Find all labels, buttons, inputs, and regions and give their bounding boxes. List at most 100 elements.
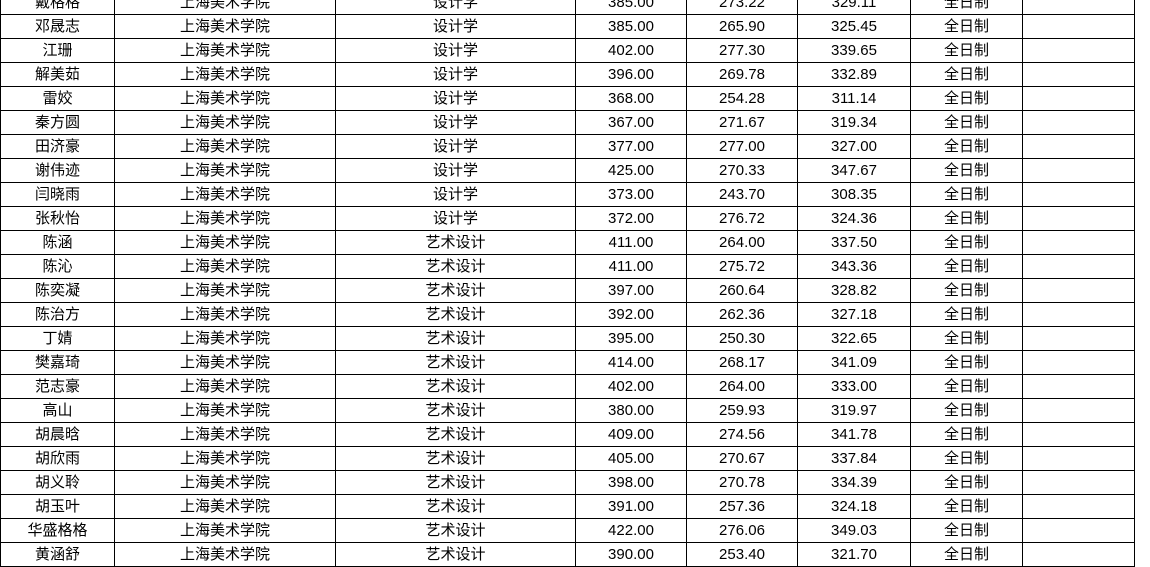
cell-score1[interactable]: 380.00	[575, 398, 687, 423]
cell-school[interactable]: 上海美术学院	[114, 494, 336, 519]
cell-major[interactable]: 艺术设计	[335, 230, 576, 255]
cell-score3[interactable]: 321.70	[797, 542, 911, 567]
cell-major[interactable]: 艺术设计	[335, 446, 576, 471]
cell-score2[interactable]: 254.28	[686, 86, 798, 111]
cell-school[interactable]: 上海美术学院	[114, 110, 336, 135]
cell-score3[interactable]: 308.35	[797, 182, 911, 207]
cell-score1[interactable]: 377.00	[575, 134, 687, 159]
cell-school[interactable]: 上海美术学院	[114, 62, 336, 87]
cell-school[interactable]: 上海美术学院	[114, 518, 336, 543]
cell-major[interactable]: 艺术设计	[335, 326, 576, 351]
cell-score2[interactable]: 273.22	[686, 0, 798, 15]
cell-score3[interactable]: 332.89	[797, 62, 911, 87]
cell-name[interactable]: 胡义聆	[0, 470, 115, 495]
cell-score1[interactable]: 409.00	[575, 422, 687, 447]
cell-blank[interactable]	[1022, 14, 1135, 39]
cell-type[interactable]: 全日制	[910, 230, 1023, 255]
cell-score3[interactable]: 347.67	[797, 158, 911, 183]
table-row[interactable]: 陈涵 上海美术学院 艺术设计 411.00 264.00 337.50 全日制	[0, 230, 1135, 255]
cell-name[interactable]: 秦方圆	[0, 110, 115, 135]
cell-type[interactable]: 全日制	[910, 14, 1023, 39]
table-row[interactable]: 江珊 上海美术学院 设计学 402.00 277.30 339.65 全日制	[0, 38, 1135, 63]
cell-school[interactable]: 上海美术学院	[114, 158, 336, 183]
table-row[interactable]: 解美茹 上海美术学院 设计学 396.00 269.78 332.89 全日制	[0, 62, 1135, 87]
cell-major[interactable]: 艺术设计	[335, 350, 576, 375]
table-row[interactable]: 黄涵舒 上海美术学院 艺术设计 390.00 253.40 321.70 全日制	[0, 542, 1135, 567]
cell-name[interactable]: 张秋怡	[0, 206, 115, 231]
cell-score2[interactable]: 270.67	[686, 446, 798, 471]
cell-name[interactable]: 丁婧	[0, 326, 115, 351]
cell-name[interactable]: 雷姣	[0, 86, 115, 111]
cell-name[interactable]: 闫晓雨	[0, 182, 115, 207]
cell-score2[interactable]: 265.90	[686, 14, 798, 39]
cell-score1[interactable]: 398.00	[575, 470, 687, 495]
cell-type[interactable]: 全日制	[910, 422, 1023, 447]
cell-score3[interactable]: 327.00	[797, 134, 911, 159]
cell-score1[interactable]: 396.00	[575, 62, 687, 87]
cell-score2[interactable]: 269.78	[686, 62, 798, 87]
table-row[interactable]: 胡欣雨 上海美术学院 艺术设计 405.00 270.67 337.84 全日制	[0, 446, 1135, 471]
cell-name[interactable]: 戴格格	[0, 0, 115, 15]
cell-blank[interactable]	[1022, 254, 1135, 279]
cell-score1[interactable]: 397.00	[575, 278, 687, 303]
cell-name[interactable]: 黄涵舒	[0, 542, 115, 567]
cell-score3[interactable]: 333.00	[797, 374, 911, 399]
cell-score3[interactable]: 337.50	[797, 230, 911, 255]
cell-school[interactable]: 上海美术学院	[114, 398, 336, 423]
cell-name[interactable]: 高山	[0, 398, 115, 423]
cell-type[interactable]: 全日制	[910, 470, 1023, 495]
table-row[interactable]: 陈奕凝 上海美术学院 艺术设计 397.00 260.64 328.82 全日制	[0, 278, 1135, 303]
cell-score1[interactable]: 425.00	[575, 158, 687, 183]
cell-school[interactable]: 上海美术学院	[114, 206, 336, 231]
cell-score1[interactable]: 392.00	[575, 302, 687, 327]
cell-score3[interactable]: 343.36	[797, 254, 911, 279]
cell-score3[interactable]: 322.65	[797, 326, 911, 351]
cell-blank[interactable]	[1022, 62, 1135, 87]
cell-type[interactable]: 全日制	[910, 110, 1023, 135]
table-row[interactable]: 范志豪 上海美术学院 艺术设计 402.00 264.00 333.00 全日制	[0, 374, 1135, 399]
cell-major[interactable]: 艺术设计	[335, 494, 576, 519]
cell-major[interactable]: 设计学	[335, 158, 576, 183]
cell-score3[interactable]: 339.65	[797, 38, 911, 63]
cell-type[interactable]: 全日制	[910, 86, 1023, 111]
cell-score1[interactable]: 373.00	[575, 182, 687, 207]
cell-score2[interactable]: 253.40	[686, 542, 798, 567]
cell-major[interactable]: 设计学	[335, 62, 576, 87]
cell-blank[interactable]	[1022, 86, 1135, 111]
cell-school[interactable]: 上海美术学院	[114, 542, 336, 567]
cell-school[interactable]: 上海美术学院	[114, 86, 336, 111]
cell-type[interactable]: 全日制	[910, 254, 1023, 279]
table-row[interactable]: 华盛格格 上海美术学院 艺术设计 422.00 276.06 349.03 全日制	[0, 518, 1135, 543]
cell-school[interactable]: 上海美术学院	[114, 38, 336, 63]
cell-major[interactable]: 设计学	[335, 134, 576, 159]
cell-major[interactable]: 艺术设计	[335, 398, 576, 423]
table-row[interactable]: 胡晨晗 上海美术学院 艺术设计 409.00 274.56 341.78 全日制	[0, 422, 1135, 447]
cell-type[interactable]: 全日制	[910, 398, 1023, 423]
cell-blank[interactable]	[1022, 278, 1135, 303]
cell-major[interactable]: 设计学	[335, 182, 576, 207]
cell-major[interactable]: 设计学	[335, 86, 576, 111]
cell-name[interactable]: 陈涵	[0, 230, 115, 255]
cell-score3[interactable]: 324.36	[797, 206, 911, 231]
cell-school[interactable]: 上海美术学院	[114, 422, 336, 447]
cell-score2[interactable]: 271.67	[686, 110, 798, 135]
cell-score2[interactable]: 276.72	[686, 206, 798, 231]
table-row[interactable]: 樊嘉琦 上海美术学院 艺术设计 414.00 268.17 341.09 全日制	[0, 350, 1135, 375]
cell-school[interactable]: 上海美术学院	[114, 230, 336, 255]
cell-score1[interactable]: 390.00	[575, 542, 687, 567]
cell-major[interactable]: 设计学	[335, 206, 576, 231]
cell-school[interactable]: 上海美术学院	[114, 182, 336, 207]
cell-name[interactable]: 范志豪	[0, 374, 115, 399]
cell-score2[interactable]: 264.00	[686, 374, 798, 399]
cell-blank[interactable]	[1022, 230, 1135, 255]
cell-type[interactable]: 全日制	[910, 158, 1023, 183]
cell-score3[interactable]: 349.03	[797, 518, 911, 543]
cell-name[interactable]: 陈沁	[0, 254, 115, 279]
cell-type[interactable]: 全日制	[910, 278, 1023, 303]
table-row[interactable]: 陈沁 上海美术学院 艺术设计 411.00 275.72 343.36 全日制	[0, 254, 1135, 279]
cell-major[interactable]: 艺术设计	[335, 374, 576, 399]
cell-type[interactable]: 全日制	[910, 182, 1023, 207]
cell-school[interactable]: 上海美术学院	[114, 350, 336, 375]
cell-blank[interactable]	[1022, 0, 1135, 15]
cell-score3[interactable]: 334.39	[797, 470, 911, 495]
